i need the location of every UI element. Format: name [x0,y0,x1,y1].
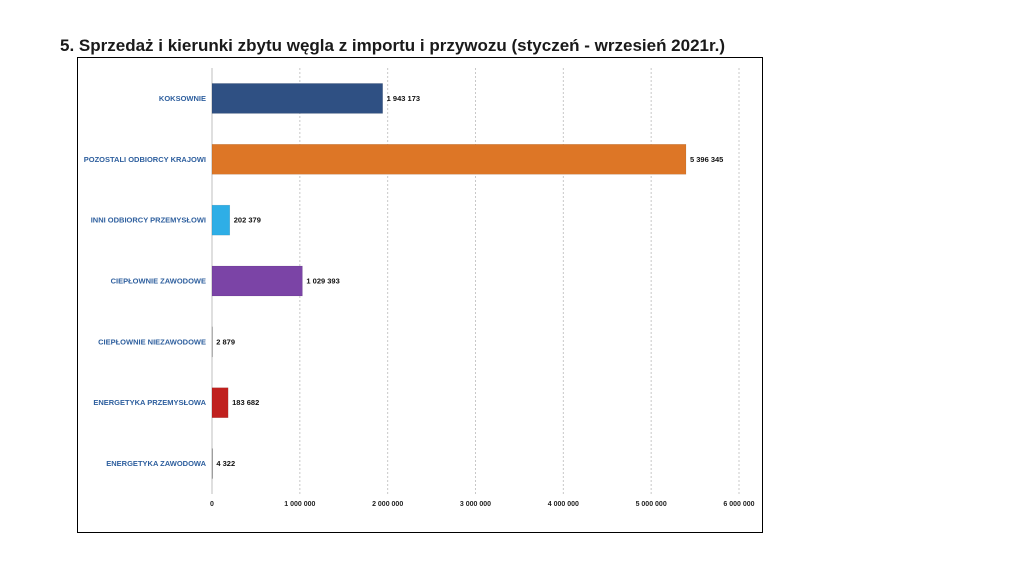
x-tick-label: 4 000 000 [548,501,579,508]
value-label: 1 029 393 [306,277,339,286]
bar [211,326,213,358]
category-label: CIEPŁOWNIE NIEZAWODOWE [98,337,206,346]
value-label: 5 396 345 [690,155,723,164]
x-tick-label: 3 000 000 [460,501,491,508]
x-tick-label: 0 [210,501,214,508]
category-label: POZOSTALI ODBIORCY KRAJOWI [84,155,206,164]
value-label: 1 943 173 [387,94,420,103]
bar [211,204,231,236]
bar [211,448,213,479]
bar [211,387,229,418]
x-tick-label: 2 000 000 [372,501,403,508]
category-label: INNI ODBIORCY PRZEMYSŁOWI [91,216,206,225]
page-title: 5. Sprzedaż i kierunki zbytu węgla z imp… [60,36,726,55]
chart-frame: KOKSOWNIE 1 943 173 POZOSTALI ODBIORCY KRA… [77,57,763,533]
x-tick-label: 1 000 000 [284,501,315,508]
value-label: 202 379 [234,216,261,225]
category-label: ENERGETYKA ZAWODOWA [106,459,206,468]
bar [211,265,303,297]
bar [211,83,383,114]
category-label: KOKSOWNIE [159,94,206,103]
x-tick-label: 6 000 000 [723,501,754,508]
value-label: 4 322 [216,459,235,468]
x-tick-label: 5 000 000 [636,501,667,508]
bar-chart: KOKSOWNIE 1 943 173 POZOSTALI ODBIORCY KRA… [84,68,755,508]
category-label: ENERGETYKA PRZEMYSŁOWA [93,398,206,407]
value-label: 2 879 [216,337,235,346]
category-label: CIEPŁOWNIE ZAWODOWE [111,277,206,286]
bar [211,144,687,175]
value-label: 183 682 [232,398,259,407]
